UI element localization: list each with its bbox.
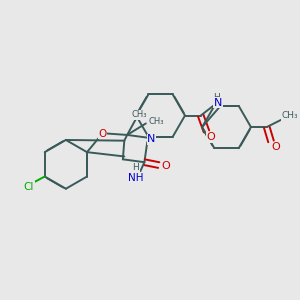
Text: CH₃: CH₃ xyxy=(281,111,298,120)
Text: O: O xyxy=(271,142,280,152)
Text: O: O xyxy=(99,128,107,139)
Text: Cl: Cl xyxy=(24,182,34,192)
Text: O: O xyxy=(206,132,215,142)
Text: N: N xyxy=(147,134,156,144)
Text: N: N xyxy=(214,98,222,108)
Text: NH: NH xyxy=(128,173,143,183)
Text: H: H xyxy=(132,164,139,172)
Text: CH₃: CH₃ xyxy=(131,110,147,119)
Text: O: O xyxy=(161,161,170,172)
Text: CH₃: CH₃ xyxy=(148,117,164,126)
Text: H: H xyxy=(213,93,220,102)
